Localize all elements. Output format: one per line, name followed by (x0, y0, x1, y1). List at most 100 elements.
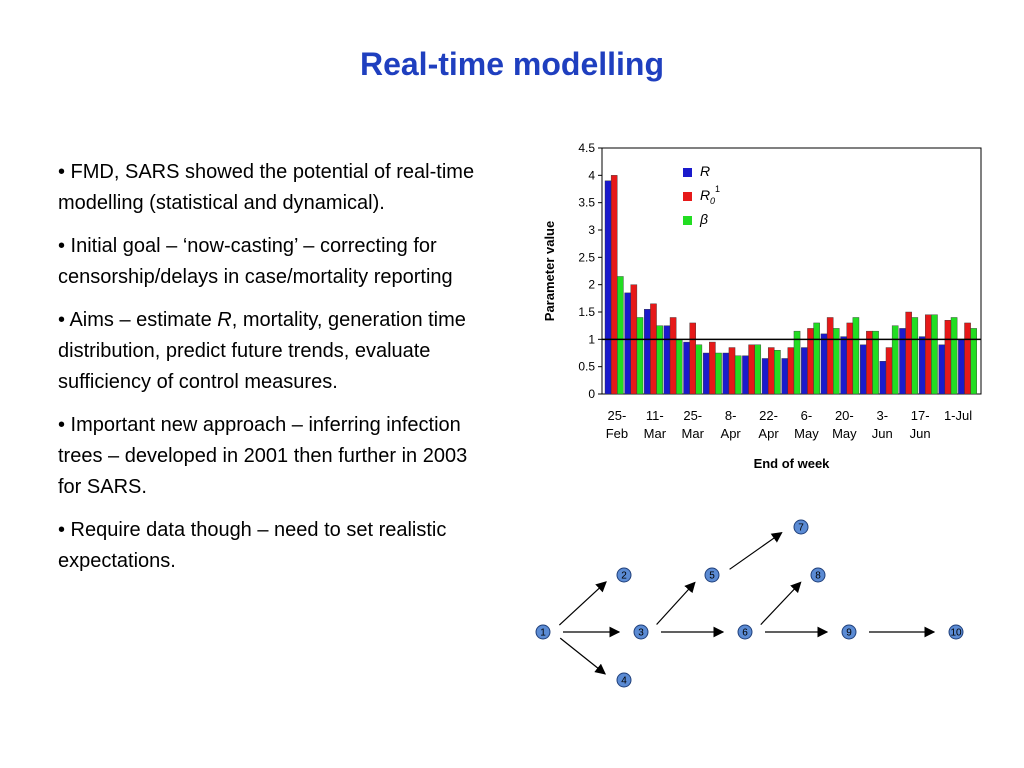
bar-r (918, 336, 926, 395)
y-tick-label: 2.5 (578, 250, 595, 264)
y-tick-label: 3 (588, 223, 595, 237)
bar-beta (872, 330, 879, 395)
bar-beta (754, 344, 762, 395)
bullet-text: • Aims – estimate (58, 309, 218, 331)
bar-beta (617, 276, 624, 395)
bar-beta (852, 317, 860, 395)
tree-node (793, 519, 809, 535)
bar-beta (931, 314, 938, 395)
legend-label: β (699, 211, 708, 227)
bar-r (860, 344, 867, 395)
bar-r01 (709, 341, 716, 395)
bar-beta (636, 317, 644, 395)
bar-r (624, 292, 631, 395)
bar-beta (911, 317, 919, 395)
x-tick-label: 22- (759, 408, 778, 423)
x-tick-label: 17- (911, 408, 930, 423)
bar-r (879, 360, 887, 395)
legend-swatch (683, 216, 692, 225)
bar-beta (715, 352, 722, 395)
bar-r01 (610, 175, 618, 395)
bullet-italic-text: R (217, 309, 232, 331)
bar-beta (970, 328, 977, 395)
tree-node-label: 7 (798, 523, 804, 534)
y-axis-label: Parameter value (542, 221, 557, 321)
bar-r01 (925, 314, 932, 395)
bar-r01 (846, 322, 854, 395)
bar-beta (813, 322, 820, 395)
bar-r01 (767, 347, 775, 395)
tree-node (616, 672, 632, 688)
bullet-item: • Initial goal – ‘now-casting’ – correct… (58, 231, 488, 293)
bar-r01 (807, 328, 814, 395)
bullet-item: • FMD, SARS showed the potential of real… (58, 157, 488, 219)
bar-r (938, 344, 946, 395)
tree-edge-arrow (656, 581, 696, 625)
bar-r (702, 352, 710, 395)
legend-swatch (683, 192, 692, 201)
tree-node (737, 624, 753, 640)
chart-svg: 0 0.5 1 1.5 2 2.5 3 3.5 4 4.5 Parameter value 25- Fe… (542, 141, 982, 471)
x-tick-label: Apr (721, 426, 742, 441)
x-tick-label: 8- (725, 408, 737, 423)
tree-node-label: 2 (621, 571, 627, 582)
legend-label-subscript: 0 (710, 196, 715, 206)
y-tick-label: 1 (588, 332, 595, 346)
x-tick-label: 11- (646, 408, 664, 423)
tree-svg: 1 2 3 4 5 6 7 8 9 10 (535, 519, 964, 688)
bar-beta (734, 355, 742, 395)
bullet-text: • FMD, SARS showed the potential of real… (58, 161, 475, 214)
tree-node (616, 567, 632, 583)
bullet-item: • Require data though – need to set real… (58, 515, 488, 577)
bar-beta (774, 350, 781, 395)
tree-node-label: 5 (709, 571, 715, 582)
bar-r (840, 336, 847, 395)
bar-chart: 0 0.5 1 1.5 2 2.5 3 3.5 4 4.5 Parameter value 25- Fe… (530, 135, 1000, 475)
bar-beta (891, 325, 899, 395)
bar-r01 (650, 303, 657, 395)
bar-r01 (905, 311, 912, 395)
x-tick-label: May (794, 426, 819, 441)
x-tick-label: Mar (682, 426, 705, 441)
legend-label-superscript: 1 (715, 184, 720, 194)
bar-r01 (964, 322, 971, 395)
bullet-item: • Important new approach – inferring inf… (58, 410, 488, 503)
bar-r (683, 341, 690, 395)
x-tick-label: 25- (608, 408, 627, 423)
bar-beta (950, 317, 958, 395)
slide-title: Real-time modelling (359, 46, 665, 82)
bar-beta (656, 325, 663, 395)
x-tick-label: 20- (835, 408, 854, 423)
legend-label: R (700, 163, 710, 179)
bar-r01 (826, 317, 834, 395)
bar-r01 (728, 347, 736, 395)
bar-r01 (689, 322, 696, 395)
tree-node (810, 567, 826, 583)
legend-swatch (683, 168, 692, 177)
bullet-text: • Important new approach – inferring inf… (58, 414, 468, 498)
x-tick-label: 6- (801, 408, 813, 423)
bar-beta (793, 330, 801, 395)
bullet-text: , mortality, generation time distributio… (58, 309, 466, 393)
tree-node (633, 624, 649, 640)
tree-edge-arrow (760, 581, 802, 626)
bar-beta (675, 339, 683, 395)
tree-node (704, 567, 720, 583)
x-tick-label: Apr (758, 426, 779, 441)
y-tick-label: 0 (588, 387, 595, 401)
infection-tree-diagram: 1 2 3 4 5 6 7 8 9 10 (525, 512, 975, 692)
x-tick-label: May (832, 426, 857, 441)
tree-node (841, 624, 857, 640)
tree-edge-arrow (558, 581, 607, 626)
bar-r (742, 355, 749, 395)
x-tick-label: Jun (910, 426, 931, 441)
bar-beta (695, 344, 703, 395)
bar-r (820, 333, 828, 395)
bar-r (644, 309, 651, 395)
y-tick-label: 4 (588, 168, 595, 182)
y-tick-label: 4.5 (578, 141, 595, 155)
tree-node-label: 10 (950, 628, 962, 639)
bar-r (604, 180, 612, 395)
bar-r01 (944, 319, 952, 395)
tree-node-label: 9 (846, 628, 852, 639)
